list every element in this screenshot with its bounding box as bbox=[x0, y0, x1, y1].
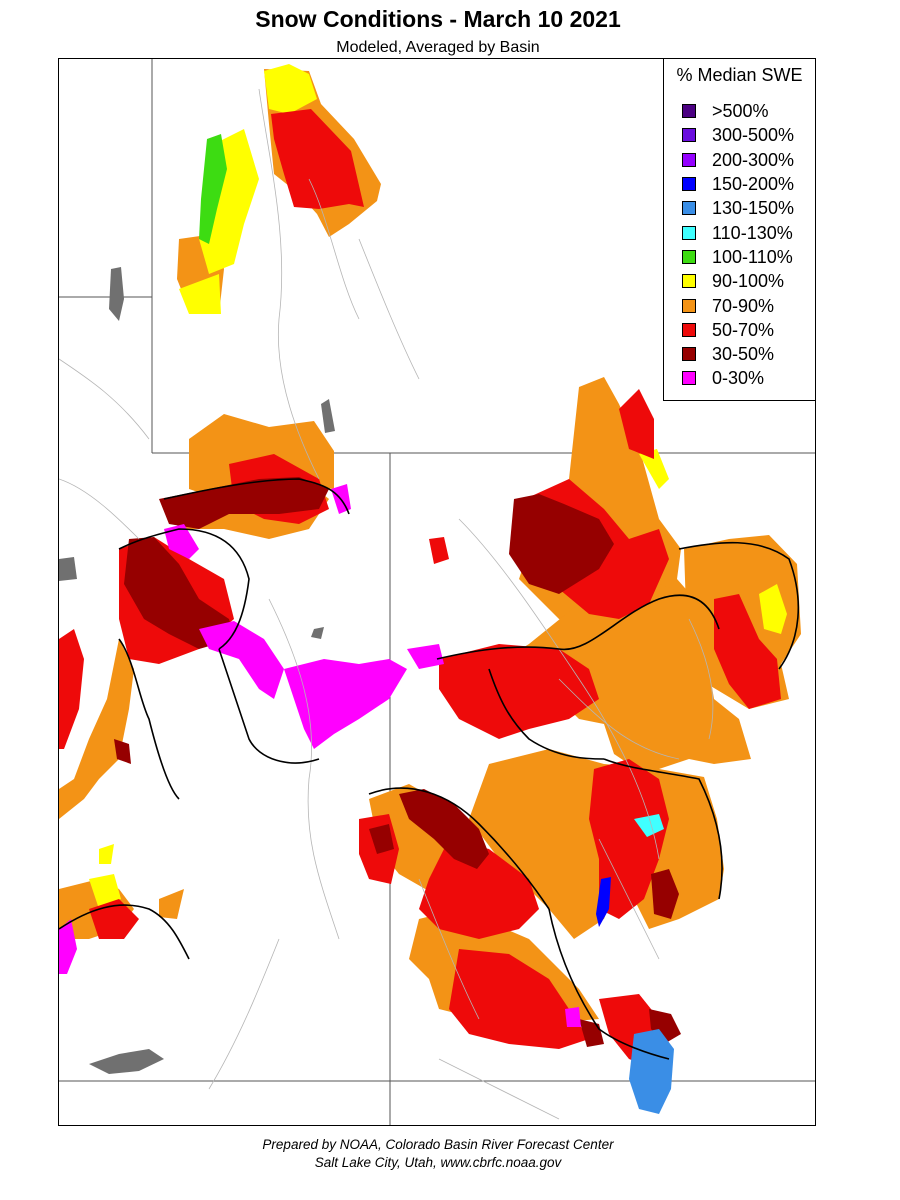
legend-swatch bbox=[682, 371, 696, 386]
legend-label: 90-100% bbox=[712, 271, 785, 292]
legend-swatch bbox=[682, 177, 696, 192]
legend-item: 300-500% bbox=[682, 123, 794, 147]
legend-label: 0-30% bbox=[712, 368, 765, 389]
legend-label: >500% bbox=[712, 101, 769, 122]
legend-items: >500% 300-500% 200-300% 150-200% 130-150… bbox=[682, 99, 794, 391]
legend-label: 130-150% bbox=[712, 198, 795, 219]
legend-item: 200-300% bbox=[682, 148, 794, 172]
map-title: Snow Conditions - March 10 2021 bbox=[255, 6, 621, 32]
legend-swatch bbox=[682, 104, 696, 119]
legend-label: 30-50% bbox=[712, 344, 775, 365]
credit-line-1: Prepared by NOAA, Colorado Basin River F… bbox=[262, 1137, 614, 1152]
swe-110-130-regions bbox=[634, 814, 664, 837]
legend-label: 150-200% bbox=[712, 174, 795, 195]
swe-130-150-regions bbox=[629, 1029, 674, 1114]
legend-swatch bbox=[682, 225, 696, 240]
legend-label: 110-130% bbox=[712, 222, 793, 243]
swe-150-200-regions bbox=[596, 877, 611, 927]
legend-swatch bbox=[682, 128, 696, 143]
legend-item: 150-200% bbox=[682, 172, 794, 196]
legend-swatch bbox=[682, 298, 696, 313]
legend-label: 100-110% bbox=[712, 246, 793, 267]
legend-label: 300-500% bbox=[712, 125, 795, 146]
legend-swatch bbox=[682, 152, 696, 167]
river-network bbox=[59, 88, 714, 1120]
legend-item: 30-50% bbox=[682, 342, 794, 366]
map-subtitle: Modeled, Averaged by Basin bbox=[336, 39, 540, 56]
lakes bbox=[59, 267, 335, 1074]
swe-100-110-regions bbox=[199, 134, 227, 244]
legend-swatch bbox=[682, 249, 696, 264]
legend-item: 70-90% bbox=[682, 293, 794, 317]
legend-item: 100-110% bbox=[682, 245, 794, 269]
legend-swatch bbox=[682, 347, 696, 362]
legend-swatch bbox=[682, 322, 696, 337]
legend-item: 0-30% bbox=[682, 366, 794, 390]
legend-item: 110-130% bbox=[682, 220, 794, 244]
legend-item: 90-100% bbox=[682, 269, 794, 293]
legend-label: 200-300% bbox=[712, 149, 795, 170]
legend-label: 70-90% bbox=[712, 295, 775, 316]
legend-label: 50-70% bbox=[712, 319, 775, 340]
legend-swatch bbox=[682, 274, 696, 289]
legend-item: >500% bbox=[682, 99, 794, 123]
legend-item: 130-150% bbox=[682, 196, 794, 220]
map-canvas bbox=[59, 59, 815, 1125]
legend-item: 50-70% bbox=[682, 318, 794, 342]
basin-boundaries bbox=[59, 478, 800, 1060]
legend-title: % Median SWE bbox=[676, 65, 803, 85]
credit-line-2: Salt Lake City, Utah, www.cbrfc.noaa.gov bbox=[314, 1155, 562, 1170]
legend-swatch bbox=[682, 201, 696, 216]
legend: % Median SWE >500% 300-500% 200-300% 150… bbox=[663, 58, 816, 401]
